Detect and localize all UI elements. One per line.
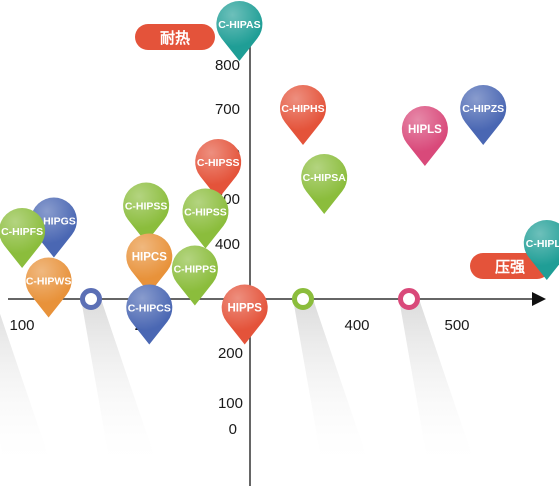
data-pin: C-HIPFS [0,208,46,268]
y-tick-label: 700 [215,101,240,118]
pin-highlight [182,188,229,235]
data-pin: HIPLS [401,106,448,166]
pin-label: C-HIPFS [1,226,43,238]
pin-highlight [523,220,559,266]
pin-highlight [301,154,348,200]
data-pin: C-HIPZS [460,85,507,145]
pin-highlight [280,85,326,131]
x-tick-label: 100 [9,317,34,334]
y-axis-title-text: 耐热 [160,29,190,47]
axis-ring-marker [80,288,102,310]
x-axis-title: 压强 [470,253,550,279]
y-axis-title: 耐热 [135,24,215,50]
pin-highlight [25,257,72,304]
pin-highlight [123,182,170,229]
data-pin: C-HIPWS [25,257,72,318]
data-pin: C-HIPAS [216,1,263,61]
data-pin: C-HIPSA [301,154,348,214]
data-pin: C-HIPSS [195,139,242,199]
pin-label: C-HIPAS [218,19,260,31]
tick-labels: 1002004005008007006005004002001000 [9,57,469,438]
x-axis-title-text: 压强 [495,258,525,276]
y-tick-label: 200 [218,345,243,362]
pin-highlight [221,284,268,331]
pin-highlight [195,139,242,185]
data-pin: C-HIPHS [280,85,326,145]
y-tick-label: 800 [215,57,240,74]
data-pin: HIPPS [221,284,268,345]
ring-shadow [81,299,159,470]
pin-highlight [0,208,46,254]
ring-shadow [0,313,53,470]
data-pin: C-HIPLS [523,220,559,280]
x-tick-label: 500 [444,317,469,334]
pin-label: C-HIPPS [174,264,217,276]
pin-label: HIPCS [132,252,167,264]
pin-highlight [126,233,173,280]
axis-ring-marker [292,288,314,310]
axis-ring-marker [398,288,420,310]
ring-shadow [293,299,371,470]
pin-label: C-HIPSS [125,201,168,213]
pin-highlight [216,1,263,47]
y-tick-label: 0 [229,421,237,438]
pin-highlight [126,284,173,331]
pin-label: HIPPS [227,303,262,315]
axis-ring-markers [80,288,420,310]
data-pin: C-HIPSS [182,188,229,249]
pin-label: C-HIPZS [462,103,504,115]
data-pin: HIPCS [126,233,173,294]
pin-label: C-HIPHS [281,103,324,115]
pin-highlight [171,245,218,292]
data-pin: C-HIPSS [123,182,170,243]
pin-label: HIPLS [408,124,442,136]
ring-shadow [399,299,477,470]
pin-label: C-HIPWS [26,276,72,288]
pin-highlight [460,85,507,131]
pin-label: C-HIPLS [526,238,559,250]
y-tick-label: 100 [218,395,243,412]
data-pin: C-HIPCS [126,284,173,345]
pin-label: C-HIPSA [303,172,347,184]
data-pins: C-HIPASHIPHSC-HIPHSC-HIPZSHIPLSC-HIPSSC-… [0,1,559,345]
x-tick-label: 400 [344,317,369,334]
pin-highlight [401,106,448,152]
pin-label: C-HIPSS [197,157,240,169]
pin-label: C-HIPCS [128,303,171,315]
x-axis-arrow [532,292,546,306]
marker-shadows [0,299,477,470]
y-tick-label: 400 [215,236,240,253]
pin-label: C-HIPSS [184,207,227,219]
data-pin: C-HIPPS [171,245,218,306]
